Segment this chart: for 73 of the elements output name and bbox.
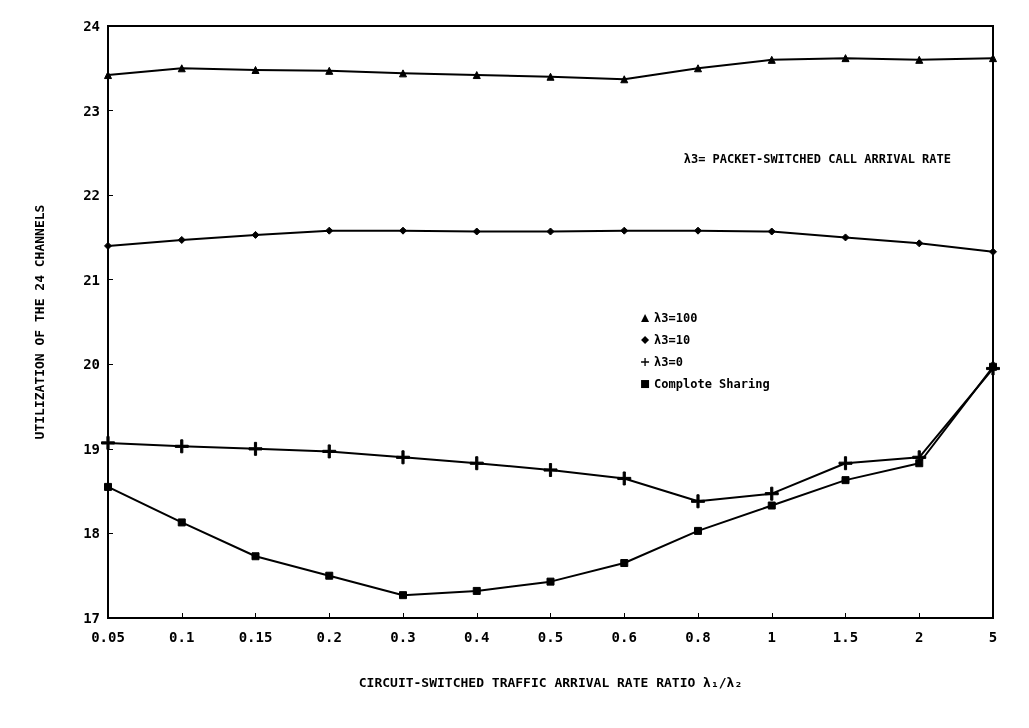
x-tick-label: 2: [915, 629, 924, 645]
point: [915, 459, 924, 468]
point: [251, 65, 260, 74]
y-tick-label: 17: [83, 610, 100, 626]
x-tick-label: 0.5: [537, 629, 564, 645]
point: [915, 55, 924, 64]
x-tick-label: 0.15: [238, 629, 273, 645]
y-tick-label: 22: [83, 187, 100, 204]
point: [767, 501, 776, 510]
point: [838, 456, 853, 471]
point: [174, 439, 189, 454]
y-tick-label: 21: [83, 271, 100, 288]
point: [620, 226, 629, 235]
point: [325, 66, 334, 75]
x-tick-label: 0.6: [611, 629, 637, 645]
point: [325, 571, 334, 580]
point: [764, 486, 779, 501]
point: [248, 441, 263, 456]
point: [694, 526, 702, 535]
point: [396, 450, 410, 465]
point: [620, 559, 629, 568]
point: [472, 71, 481, 80]
y-tick-label: 18: [83, 525, 100, 542]
y-tick-label: 20: [83, 356, 100, 373]
point: [472, 586, 481, 595]
point: [694, 64, 702, 73]
legend-label: λ3=0: [654, 355, 683, 370]
point: [399, 69, 407, 78]
point: [399, 226, 407, 235]
annotation: λ3= PACKET-SWITCHED CALL ARRIVAL RATE: [683, 152, 951, 166]
point: [469, 456, 484, 471]
point: [472, 227, 481, 236]
y-tick-label: 19: [83, 440, 100, 457]
point: [617, 471, 632, 486]
legend-label: Complote Sharing: [654, 377, 770, 392]
point: [841, 54, 850, 63]
y-tick-label: 23: [83, 102, 100, 119]
x-tick-label: 0.2: [316, 629, 342, 645]
x-tick-label: 5: [988, 629, 998, 645]
y-axis-title: UTILIZATION OF THE 24 CHANNELS: [32, 204, 47, 440]
x-tick-label: 0.4: [464, 629, 490, 645]
x-tick-label: 1.5: [832, 629, 859, 645]
point: [915, 239, 924, 248]
point: [691, 494, 705, 509]
point: [101, 435, 115, 450]
y-tick-label: 24: [83, 18, 100, 34]
point: [841, 476, 850, 485]
x-tick-label: 0.05: [91, 629, 125, 645]
x-tick-label: 0.1: [169, 629, 195, 645]
point: [399, 591, 407, 600]
point: [694, 226, 702, 235]
point: [104, 482, 112, 491]
point: [543, 463, 558, 477]
point: [177, 235, 186, 244]
point: [325, 226, 334, 235]
point: [620, 75, 629, 84]
point: [177, 64, 186, 73]
point: [546, 227, 555, 236]
x-tick-label: 0.8: [685, 629, 711, 645]
point: [767, 55, 776, 64]
point: [251, 230, 260, 239]
point: [546, 72, 555, 81]
point: [546, 577, 555, 586]
point: [177, 518, 186, 527]
point: [841, 233, 850, 242]
legend-label: λ3=100: [654, 311, 698, 326]
point: [322, 444, 337, 459]
x-tick-label: 1: [767, 629, 776, 645]
legend-label: λ3=10: [654, 333, 691, 348]
x-axis-title: CIRCUIT-SWITCHED TRAFFIC ARRIVAL RATE RATIO λ₁/λ₂: [358, 675, 743, 690]
point: [251, 552, 260, 561]
point: [767, 227, 776, 236]
x-tick-label: 0.3: [390, 629, 416, 645]
